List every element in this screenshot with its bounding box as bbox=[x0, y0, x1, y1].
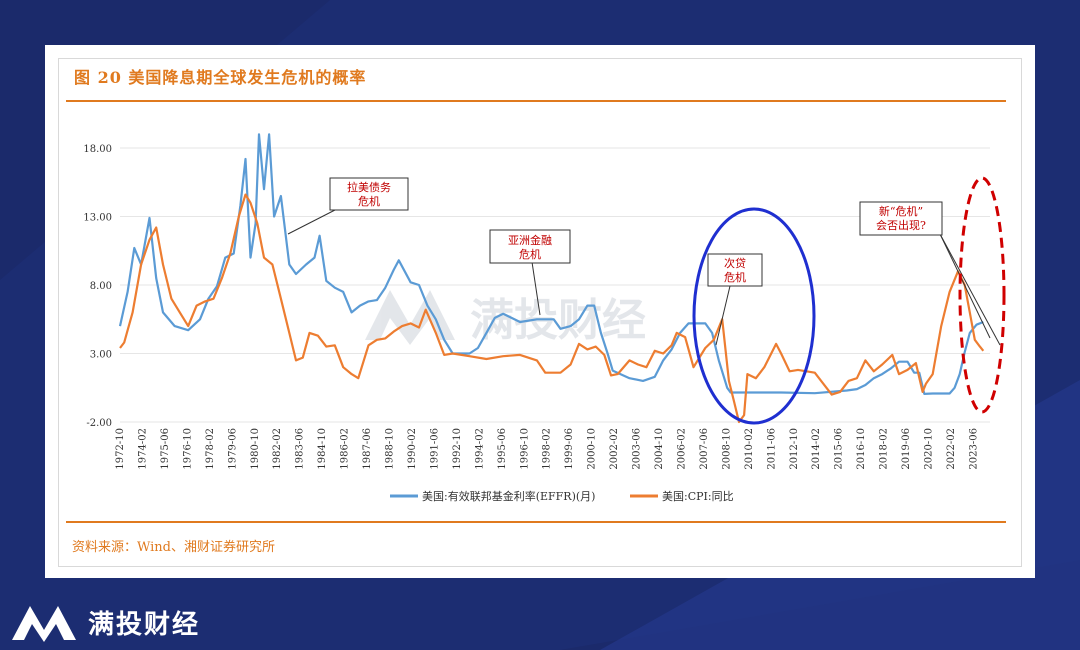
x-tick-label: 1976-10 bbox=[182, 428, 193, 470]
annotation-latam-box bbox=[329, 177, 409, 211]
title-rule bbox=[66, 100, 1006, 102]
y-tick-label: 18.00 bbox=[83, 144, 112, 155]
x-tick-label: 1996-10 bbox=[519, 428, 530, 470]
x-tick-label: 1994-02 bbox=[474, 428, 485, 470]
annotation-asia-line2: 危机 bbox=[519, 247, 541, 261]
y-tick-label: 13.00 bbox=[83, 213, 112, 224]
annotation-new-crisis: 新“危机” 会否出现? bbox=[859, 201, 1001, 346]
x-tick-label: 2016-10 bbox=[856, 428, 867, 470]
x-tick-label: 2006-02 bbox=[676, 428, 687, 470]
x-tick-label: 2019-06 bbox=[901, 428, 912, 470]
annotation-new-crisis-pointer-2 bbox=[939, 233, 1001, 346]
source-rule bbox=[66, 521, 1006, 523]
annotation-new-crisis-pointer-1 bbox=[939, 233, 991, 339]
x-tick-label: 2018-02 bbox=[879, 428, 890, 470]
annotation-asia-line1: 亚洲金融 bbox=[508, 233, 552, 247]
figure-frame bbox=[58, 58, 1022, 567]
annotation-new-crisis-line2: 会否出现? bbox=[876, 218, 926, 232]
x-tick-label: 1979-06 bbox=[227, 428, 238, 470]
y-tick-label: 3.00 bbox=[90, 350, 112, 361]
annotation-latam: 拉美债务 危机 bbox=[287, 177, 409, 235]
series-lines bbox=[118, 133, 985, 424]
x-tick-label: 2003-06 bbox=[632, 428, 643, 470]
x-tick-label: 2008-10 bbox=[721, 428, 732, 470]
x-tick-label: 2002-02 bbox=[609, 428, 620, 470]
figure-card bbox=[45, 45, 1035, 578]
x-tick-label: 1982-02 bbox=[272, 428, 283, 470]
annotation-subprime-line2: 危机 bbox=[724, 270, 746, 284]
gridlines bbox=[120, 147, 990, 423]
new-crisis-highlight-ellipse bbox=[958, 176, 1006, 414]
series-line-cpi bbox=[119, 193, 985, 424]
legend-label-effr: 美国:有效联邦基金利率(EFFR)(月) bbox=[422, 489, 595, 503]
x-tick-label: 1975-06 bbox=[160, 428, 171, 470]
x-tick-label: 2000-10 bbox=[587, 428, 598, 470]
annotation-asia-box bbox=[489, 229, 571, 264]
x-tick-label: 1983-06 bbox=[295, 428, 306, 470]
x-tick-label: 2004-10 bbox=[654, 428, 665, 470]
x-tick-label: 1988-10 bbox=[385, 428, 396, 470]
x-tick-label: 1991-06 bbox=[429, 428, 440, 470]
annotation-subprime-line1: 次贷 bbox=[724, 256, 746, 270]
x-tick-label: 2020-10 bbox=[924, 428, 935, 470]
watermark-logo-icon bbox=[365, 290, 455, 345]
annotation-subprime-box bbox=[707, 253, 763, 287]
x-tick-label: 1990-02 bbox=[407, 428, 418, 470]
x-tick-label: 1972-10 bbox=[115, 428, 126, 470]
watermark-text: 满投财经 bbox=[470, 295, 646, 346]
x-tick-label: 2022-02 bbox=[946, 428, 957, 470]
x-tick-label: 2023-06 bbox=[968, 428, 979, 470]
y-tick-label: 8.00 bbox=[90, 281, 112, 292]
watermark: 满投财经 bbox=[365, 290, 646, 346]
y-axis-ticks: 18.00 13.00 8.00 3.00 -2.00 bbox=[83, 144, 112, 429]
x-tick-label: 1980-10 bbox=[250, 428, 261, 470]
figure-source: 资料来源：Wind、湘财证券研究所 bbox=[72, 540, 275, 555]
x-tick-label: 1986-02 bbox=[340, 428, 351, 470]
x-tick-label: 2010-02 bbox=[744, 428, 755, 470]
x-axis-ticks: 1972-10 1974-02 1975-06 1976-10 1978-02 1979-… bbox=[115, 428, 979, 470]
annotation-latam-line2: 危机 bbox=[358, 194, 380, 208]
x-tick-label: 1978-02 bbox=[205, 428, 216, 470]
annotation-latam-line1: 拉美债务 bbox=[347, 180, 391, 194]
x-tick-label: 2014-02 bbox=[811, 428, 822, 470]
subprime-highlight-circle bbox=[692, 207, 816, 425]
annotation-subprime: 次贷 危机 bbox=[707, 253, 763, 346]
x-tick-label: 1987-06 bbox=[362, 428, 373, 470]
series-line-effr bbox=[118, 133, 984, 395]
x-tick-label: 1992-10 bbox=[452, 428, 463, 470]
figure-title: 图 20 美国降息期全球发生危机的概率 bbox=[74, 68, 367, 87]
brand-name: 满投财经 bbox=[88, 609, 201, 640]
annotation-new-crisis-box bbox=[859, 201, 943, 236]
brand-logo-icon bbox=[12, 606, 76, 642]
x-tick-label: 1998-02 bbox=[542, 428, 553, 470]
x-tick-label: 2012-10 bbox=[789, 428, 800, 470]
x-tick-label: 1984-10 bbox=[317, 428, 328, 470]
annotation-subprime-pointer bbox=[715, 285, 731, 346]
x-tick-label: 1974-02 bbox=[137, 428, 148, 470]
annotation-latam-pointer bbox=[287, 209, 336, 235]
x-tick-label: 2015-06 bbox=[834, 428, 845, 470]
annotation-asia: 亚洲金融 危机 bbox=[489, 229, 571, 316]
x-tick-label: 1999-06 bbox=[564, 428, 575, 470]
y-tick-label: -2.00 bbox=[86, 418, 112, 429]
annotation-asia-pointer bbox=[531, 261, 541, 316]
x-tick-label: 2011-06 bbox=[766, 428, 777, 470]
legend-label-cpi: 美国:CPI:同比 bbox=[662, 490, 734, 503]
brand-footer: 满投财经 bbox=[10, 602, 200, 642]
legend: 美国:有效联邦基金利率(EFFR)(月) 美国:CPI:同比 bbox=[390, 489, 734, 503]
annotation-new-crisis-line1: 新“危机” bbox=[879, 204, 923, 218]
x-tick-label: 2007-06 bbox=[699, 428, 710, 470]
x-tick-label: 1995-06 bbox=[497, 428, 508, 470]
